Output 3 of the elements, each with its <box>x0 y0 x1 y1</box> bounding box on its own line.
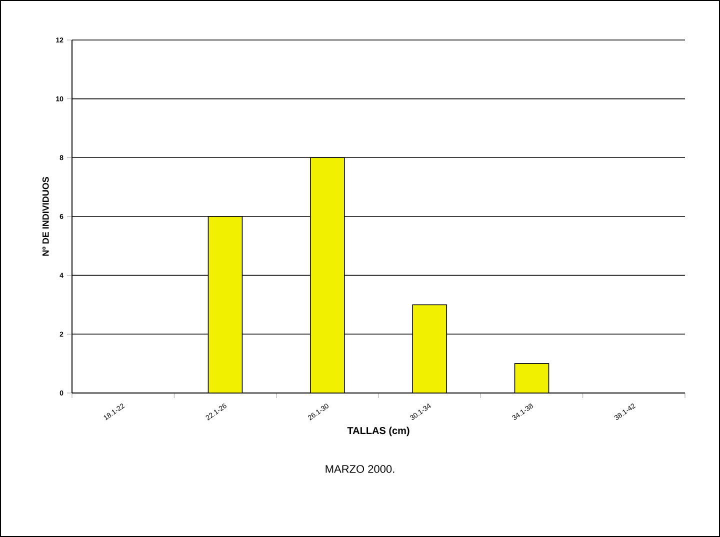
x-axis-title: TALLAS (cm) <box>347 426 410 436</box>
text: MARZO 2000. <box>326 465 394 473</box>
y-axis-title: Nº DE INDIVIDUOS <box>42 176 49 256</box>
